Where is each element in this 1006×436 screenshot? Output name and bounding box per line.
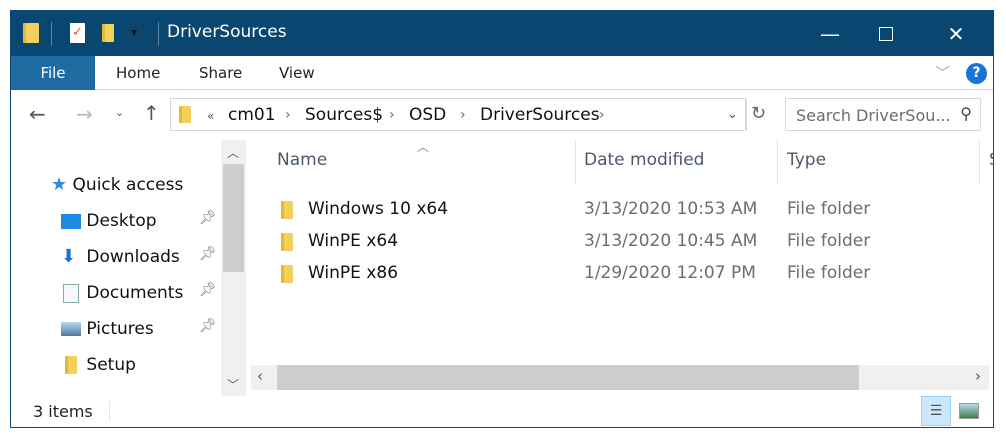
large-icons-view-button[interactable] xyxy=(959,403,979,419)
breadcrumb-driversources[interactable]: DriverSources xyxy=(480,105,600,125)
sidebar-item-downloads[interactable]: ⬇ Downloads xyxy=(61,245,180,269)
help-icon[interactable]: ? xyxy=(966,63,987,84)
folder-icon xyxy=(65,356,77,374)
column-header-type[interactable]: Type xyxy=(787,150,827,170)
recent-locations-button[interactable]: ⌄ xyxy=(115,106,125,119)
status-bar: 3 items ☰ xyxy=(11,396,993,428)
navigation-bar: ← → ⌄ ↑ « cm01 › Sources$ › OSD › Driver… xyxy=(11,90,993,140)
chevron-right-icon[interactable]: › xyxy=(460,107,466,123)
pictures-icon xyxy=(61,322,81,336)
pin-icon[interactable]: 📌︎ xyxy=(199,318,217,334)
folder-icon xyxy=(179,106,191,123)
ribbon: File Home Share View ﹀ ? xyxy=(11,56,993,90)
documents-icon xyxy=(63,283,79,303)
desktop-icon xyxy=(61,213,81,229)
navigation-pane: ★ Quick access Desktop ⬇ Downloads Docum… xyxy=(11,140,247,396)
minimize-button[interactable]: — xyxy=(820,21,840,46)
file-date: 3/13/2020 10:53 AM xyxy=(584,199,758,219)
column-header-date[interactable]: Date modified xyxy=(584,150,705,170)
file-name: WinPE x86 xyxy=(308,263,399,283)
table-row[interactable]: Windows 10 x64 3/13/2020 10:53 AM File f… xyxy=(247,195,987,225)
star-icon: ★ xyxy=(51,174,68,195)
tab-share[interactable]: Share xyxy=(199,64,243,82)
file-name: Windows 10 x64 xyxy=(308,199,449,219)
chevron-right-icon[interactable]: › xyxy=(285,107,291,123)
file-type: File folder xyxy=(787,199,871,219)
back-button[interactable]: ← xyxy=(29,102,46,126)
sidebar-item-label: Documents xyxy=(86,283,184,303)
sort-ascending-icon: ︿ xyxy=(417,140,430,154)
scroll-down-icon[interactable]: ﹀ xyxy=(227,378,240,392)
pin-icon[interactable]: 📌︎ xyxy=(199,282,217,298)
scroll-thumb[interactable] xyxy=(277,365,859,390)
sidebar-item-label: Quick access xyxy=(72,175,184,195)
maximize-button[interactable] xyxy=(863,11,909,56)
search-input[interactable]: Search DriverSou... ⚲ xyxy=(785,98,981,131)
file-type: File folder xyxy=(787,263,871,283)
file-name: WinPE x64 xyxy=(308,231,399,251)
sidebar-item-quick-access[interactable]: ★ Quick access xyxy=(51,173,183,197)
sidebar-item-pictures[interactable]: Pictures xyxy=(61,317,154,341)
overflow-crumbs[interactable]: « xyxy=(207,109,215,123)
tab-home[interactable]: Home xyxy=(116,64,161,82)
search-icon[interactable]: ⚲ xyxy=(960,104,972,123)
sidebar-item-documents[interactable]: Documents xyxy=(61,281,183,305)
item-count: 3 items xyxy=(33,402,93,421)
title-bar: ✓ ▾ DriverSources — ✕ xyxy=(11,11,993,56)
up-button[interactable]: ↑ xyxy=(143,101,160,125)
table-row[interactable]: WinPE x86 1/29/2020 12:07 PM File folder xyxy=(247,259,987,289)
tab-file[interactable]: File xyxy=(11,56,95,90)
file-date: 1/29/2020 12:07 PM xyxy=(584,263,756,283)
properties-icon[interactable]: ✓ xyxy=(70,23,85,43)
breadcrumb-osd[interactable]: OSD xyxy=(409,105,447,125)
address-bar[interactable]: « cm01 › Sources$ › OSD › DriverSources … xyxy=(170,98,766,131)
folder-icon xyxy=(281,233,293,251)
file-type: File folder xyxy=(787,231,871,251)
pin-icon[interactable]: 📌︎ xyxy=(199,210,217,226)
breadcrumb-sources[interactable]: Sources$ xyxy=(305,105,384,125)
sidebar-item-label: Setup xyxy=(86,355,136,375)
column-header-name[interactable]: Name xyxy=(277,150,328,170)
chevron-right-icon[interactable]: › xyxy=(389,107,395,123)
table-row[interactable]: WinPE x64 3/13/2020 10:45 AM File folder xyxy=(247,227,987,257)
expand-ribbon-icon[interactable]: ﹀ xyxy=(935,64,951,82)
sidebar-item-setup[interactable]: Setup xyxy=(61,353,136,377)
breadcrumb-cm01[interactable]: cm01 xyxy=(228,105,276,125)
new-folder-icon[interactable] xyxy=(102,24,114,42)
details-view-button[interactable]: ☰ xyxy=(921,396,951,426)
close-button[interactable]: ✕ xyxy=(947,21,965,46)
address-dropdown-icon[interactable]: ⌄ xyxy=(727,107,738,122)
folder-icon xyxy=(23,23,39,43)
tab-view[interactable]: View xyxy=(279,64,315,82)
navigation-scrollbar[interactable]: ︿ ﹀ xyxy=(221,140,246,396)
download-icon: ⬇ xyxy=(61,246,77,267)
sidebar-item-label: Downloads xyxy=(86,247,180,267)
chevron-right-icon[interactable]: › xyxy=(599,107,605,123)
column-header-size[interactable]: S xyxy=(989,150,994,170)
explorer-window: ✓ ▾ DriverSources — ✕ File Home Share Vi… xyxy=(10,10,994,428)
refresh-icon[interactable]: ↻ xyxy=(751,103,767,124)
scroll-right-icon[interactable]: › xyxy=(975,367,981,385)
folder-icon xyxy=(281,265,293,283)
sidebar-item-label: Desktop xyxy=(86,211,157,231)
folder-icon xyxy=(281,201,293,219)
search-placeholder: Search DriverSou... xyxy=(796,106,951,125)
forward-button[interactable]: → xyxy=(76,102,93,126)
sidebar-item-label: Pictures xyxy=(86,319,154,339)
window-title: DriverSources xyxy=(167,22,287,42)
pin-icon[interactable]: 📌︎ xyxy=(199,246,217,262)
scroll-up-icon[interactable]: ︿ xyxy=(227,146,240,160)
file-date: 3/13/2020 10:45 AM xyxy=(584,231,758,251)
horizontal-scrollbar[interactable]: ‹ › xyxy=(251,365,989,390)
customize-toolbar-icon[interactable]: ▾ xyxy=(131,25,138,39)
sidebar-item-desktop[interactable]: Desktop xyxy=(61,209,157,233)
file-list: ︿ Name Date modified Type S Windows 10 x… xyxy=(247,140,994,396)
scroll-thumb[interactable] xyxy=(223,164,244,272)
scroll-left-icon[interactable]: ‹ xyxy=(257,367,263,385)
